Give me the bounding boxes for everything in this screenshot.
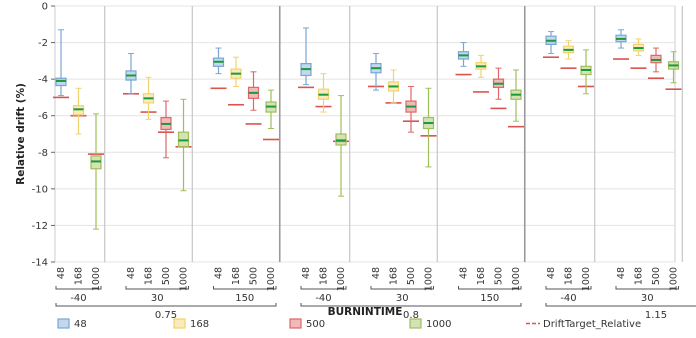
x-tick-label: 168 <box>634 267 645 285</box>
x-tick-label: 500 <box>249 267 260 285</box>
subgroup-label: 150 <box>235 293 254 304</box>
group-label: 0.75 <box>155 310 177 321</box>
x-tick-label: 1000 <box>511 267 522 291</box>
y-tick-label: -4 <box>38 75 48 86</box>
legend-swatch <box>57 318 70 329</box>
x-tick-label: 168 <box>476 267 487 285</box>
x-tick-label: 1000 <box>179 267 190 291</box>
group-bracket <box>55 303 277 307</box>
x-tick-label: 48 <box>301 267 312 279</box>
subgroup-label: 30 <box>151 293 164 304</box>
x-tick-label: 48 <box>56 267 67 279</box>
x-tick-label: 48 <box>459 267 470 279</box>
subgroup-bracket <box>55 286 102 290</box>
x-axis-label: BURNINTIME <box>328 306 403 318</box>
x-tick-label: 48 <box>616 267 627 279</box>
x-tick-label: 48 <box>546 267 557 279</box>
x-tick-label: 168 <box>231 267 242 285</box>
group-bracket <box>545 303 696 307</box>
subgroup-bracket <box>458 286 522 290</box>
legend-label: DriftTarget_Relative <box>543 319 641 330</box>
x-tick-label: 1000 <box>424 267 435 291</box>
x-tick-label: 1000 <box>336 267 347 291</box>
group-separators <box>104 6 683 262</box>
legend-label: 168 <box>190 319 209 330</box>
subgroup-label: -40 <box>70 293 86 304</box>
x-tick-label: 48 <box>371 267 382 279</box>
plot-area <box>54 5 676 263</box>
subgroup-bracket <box>370 286 434 290</box>
x-tick-label: 1000 <box>669 267 680 291</box>
subgroup-label: 150 <box>480 293 499 304</box>
subgroup-label: -40 <box>560 293 576 304</box>
subgroup-label: 30 <box>641 293 654 304</box>
subgroup-label: 30 <box>396 293 409 304</box>
x-tick-label: 500 <box>406 267 417 285</box>
x-tick-label: 500 <box>494 267 505 285</box>
x-tick-label: 1000 <box>266 267 277 291</box>
y-tick-label: -8 <box>38 148 48 159</box>
legend-swatch <box>173 318 186 329</box>
legend-swatch <box>289 318 302 329</box>
subgroup-bracket <box>300 286 347 290</box>
subgroup-bracket <box>125 286 189 290</box>
x-tick-label: 1000 <box>581 267 592 291</box>
x-axis: 48 168 1000 48 168 500 1000 48 168 500 1000 48 168 10… <box>55 267 696 321</box>
x-tick-label: 1000 <box>91 267 102 291</box>
y-tick-label: -6 <box>38 111 48 122</box>
box-plots <box>55 27 680 230</box>
x-tick-label: 500 <box>651 267 662 285</box>
y-tick-label: -2 <box>38 38 48 49</box>
subgroup-bracket <box>615 286 679 290</box>
legend: 48 168 500 1000 DriftTarget_Relative <box>57 318 641 330</box>
legend-label: 48 <box>74 319 87 330</box>
x-tick-label: 48 <box>126 267 137 279</box>
x-tick-label: 168 <box>319 267 330 285</box>
grid-lines <box>55 5 675 263</box>
x-tick-label: 500 <box>161 267 172 285</box>
plot-frame <box>54 5 676 263</box>
x-tick-label: 168 <box>389 267 400 285</box>
y-tick-label: -10 <box>32 184 48 195</box>
legend-label: 500 <box>306 319 325 330</box>
y-tick-label: -12 <box>32 221 48 232</box>
legend-label: 1000 <box>426 319 451 330</box>
y-axis-label: Relative drift (%) <box>15 83 27 185</box>
subgroup-bracket <box>545 286 592 290</box>
legend-swatch <box>409 318 422 329</box>
y-tick-label: 0 <box>42 2 48 13</box>
x-tick-label: 168 <box>564 267 575 285</box>
y-axis: 0 -2 -4 -6 -8 -10 -12 -14 <box>32 2 55 269</box>
group-label: 1.15 <box>645 310 667 321</box>
subgroup-bracket <box>213 286 277 290</box>
x-tick-label: 48 <box>214 267 225 279</box>
group-label: 0.8 <box>403 310 419 321</box>
y-tick-label: -14 <box>32 258 48 269</box>
subgroup-label: -40 <box>315 293 331 304</box>
x-tick-label: 168 <box>74 267 85 285</box>
group-bracket <box>300 303 522 307</box>
x-tick-label: 168 <box>144 267 155 285</box>
